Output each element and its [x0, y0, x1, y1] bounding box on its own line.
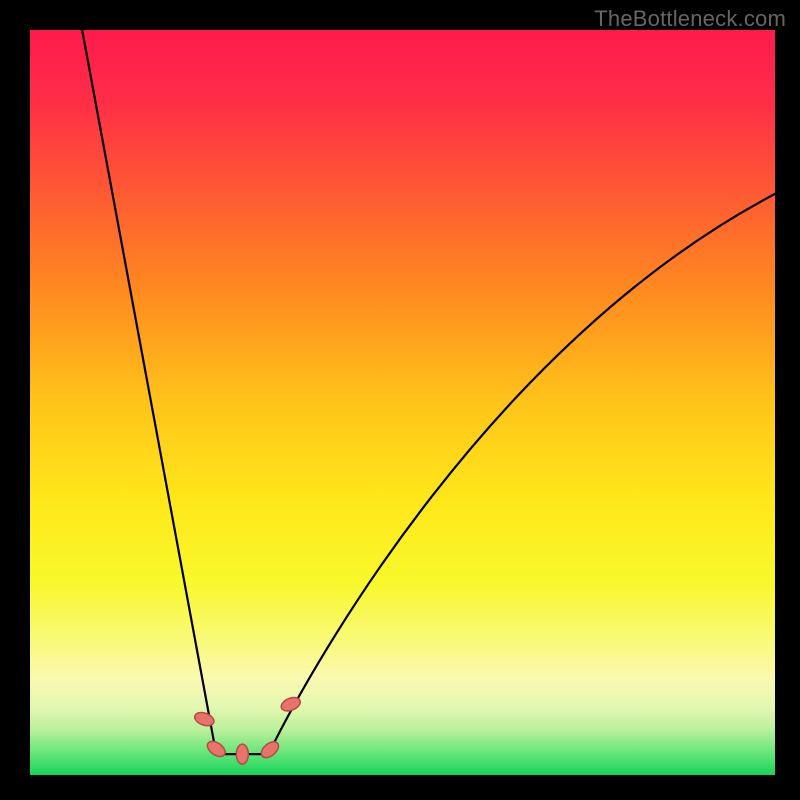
gradient-background [30, 30, 775, 775]
curve-marker [236, 744, 248, 764]
watermark-text: TheBottleneck.com [594, 6, 786, 32]
plot-area [30, 30, 775, 775]
bottleneck-curve-chart [30, 30, 775, 775]
chart-root: TheBottleneck.com [0, 0, 800, 800]
